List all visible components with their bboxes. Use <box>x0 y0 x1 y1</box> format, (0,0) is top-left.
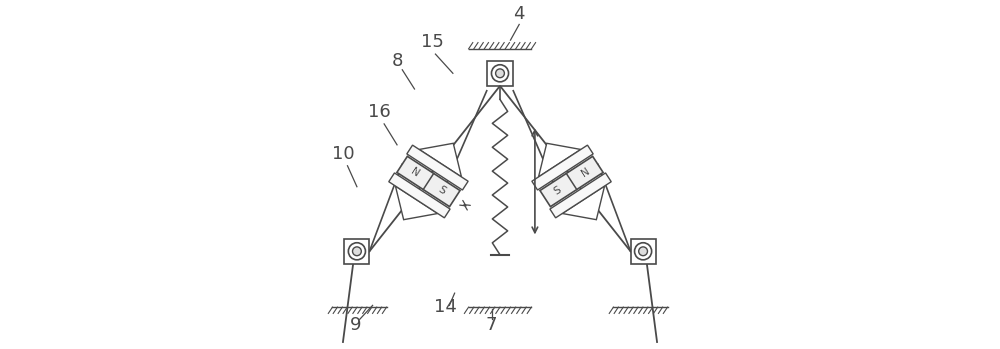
Polygon shape <box>562 186 605 220</box>
Polygon shape <box>419 143 461 177</box>
Polygon shape <box>407 145 468 190</box>
Text: 9: 9 <box>349 315 361 334</box>
Text: 7: 7 <box>486 315 497 334</box>
Text: 16: 16 <box>368 103 391 121</box>
Text: S: S <box>552 184 563 196</box>
Circle shape <box>639 247 647 256</box>
Text: N: N <box>409 166 421 179</box>
Polygon shape <box>540 156 603 207</box>
Polygon shape <box>397 156 460 207</box>
Polygon shape <box>395 186 438 220</box>
Polygon shape <box>550 173 611 218</box>
Text: 14: 14 <box>434 298 457 316</box>
Text: N: N <box>579 166 591 179</box>
Text: 10: 10 <box>332 144 355 163</box>
Text: 8: 8 <box>391 52 403 70</box>
Text: S: S <box>437 184 448 196</box>
Text: 4: 4 <box>513 5 525 23</box>
Bar <box>487 61 513 86</box>
Circle shape <box>496 69 504 78</box>
Polygon shape <box>389 173 450 218</box>
Circle shape <box>491 65 509 82</box>
Circle shape <box>353 247 361 256</box>
Polygon shape <box>539 143 581 177</box>
Text: 15: 15 <box>421 33 443 51</box>
Polygon shape <box>532 145 593 190</box>
Circle shape <box>348 243 365 260</box>
Circle shape <box>635 243 652 260</box>
Bar <box>344 239 369 264</box>
Bar <box>631 239 656 264</box>
